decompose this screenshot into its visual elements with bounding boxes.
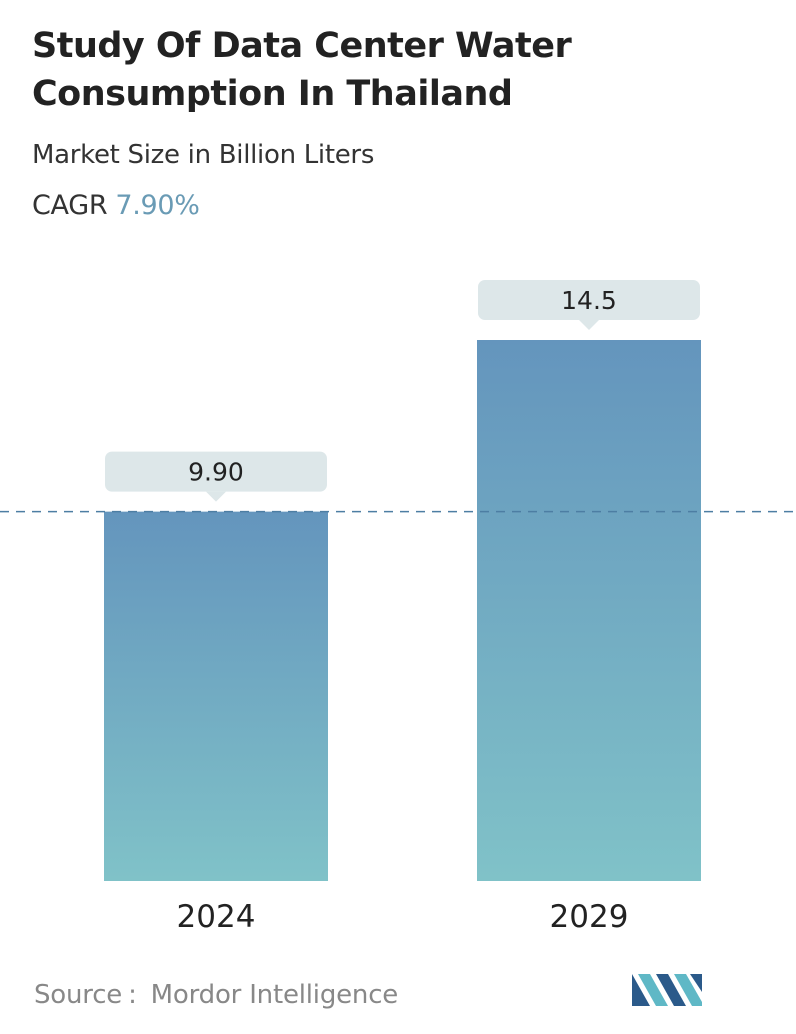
- cagr-value: 7.90%: [115, 190, 200, 221]
- chart-subtitle: Market Size in Billion Liters: [32, 140, 375, 170]
- cagr-label: CAGR: [32, 190, 108, 221]
- value-label-pointer-2029: [579, 320, 599, 330]
- x-tick-label-2024: 2024: [177, 899, 256, 935]
- value-label-2024: 9.90: [188, 458, 244, 487]
- value-label-box-2024: [105, 451, 327, 492]
- source-separator: :: [128, 980, 137, 1010]
- x-tick-label-2029: 2029: [550, 899, 629, 935]
- source-label: Source: [34, 980, 123, 1010]
- bar-chart: 9.90 14.5 2024 2029: [0, 280, 796, 935]
- chart-title: Study Of Data Center Water Consumption I…: [32, 26, 572, 114]
- value-label-2029: 14.5: [561, 286, 617, 315]
- cagr-line: CAGR 7.90%: [32, 190, 200, 221]
- source-name: Mordor Intelligence: [150, 980, 399, 1010]
- bar-2029: [477, 340, 701, 881]
- bar-2024: [104, 511, 328, 881]
- value-label-pointer-2024: [206, 491, 226, 502]
- source-line: Source: Mordor Intelligence: [34, 980, 398, 1010]
- value-label-box-2029: [478, 280, 700, 320]
- mordor-intelligence-logo-icon: [632, 974, 702, 1006]
